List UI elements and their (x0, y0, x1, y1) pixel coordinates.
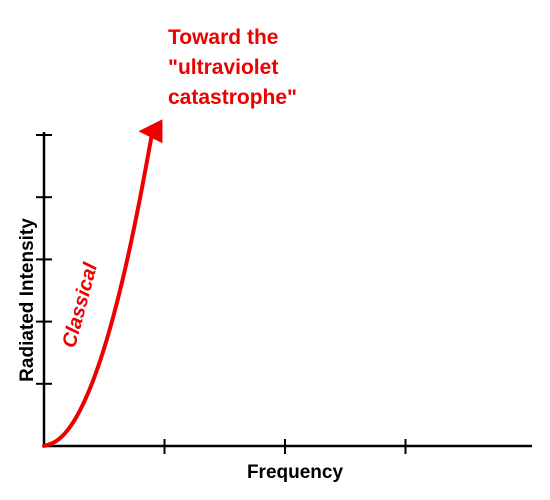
y-axis-label: Radiated Intensity (17, 218, 38, 382)
annotation-line-3: catastrophe" (168, 86, 297, 109)
x-axis-label: Frequency (247, 462, 344, 483)
x-ticks (163, 439, 407, 454)
annotation-line-2: "ultraviolet (168, 56, 278, 79)
annotation-line-1: Toward the (168, 26, 278, 49)
y-ticks (36, 134, 52, 385)
series-label-classical: Classical (58, 260, 102, 350)
series-line-classical (42, 117, 163, 448)
annotation-ultraviolet-catastrophe: Toward the "ultraviolet catastrophe" (168, 26, 297, 109)
